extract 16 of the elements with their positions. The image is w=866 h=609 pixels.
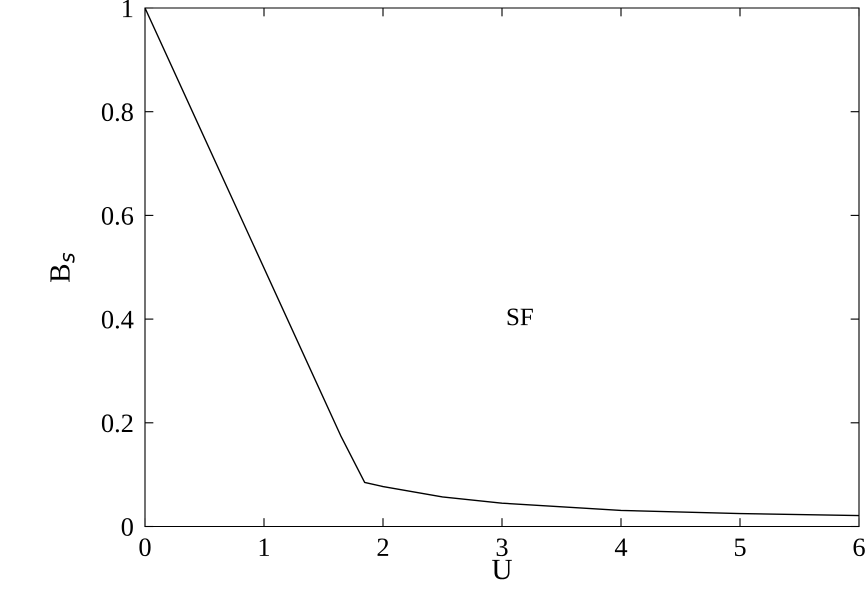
y-tick-label: 0 [122,518,133,536]
x-tick-label: 0 [139,538,151,556]
x-tick-label: 3 [496,538,508,556]
x-tick-label: 2 [378,538,388,556]
y-axis-title: B$_{s}$ [50,252,75,282]
annotation: SF [508,308,533,326]
x-tick-label: 6 [854,538,865,556]
y-tick-label: 1 [123,0,132,18]
y-tick-label: 0.6 [102,207,134,225]
x-tick-label: 4 [614,538,628,556]
x-tick-label: 1 [260,538,270,556]
y-tick-label: 0.4 [102,310,134,329]
y-tick-label: 0.2 [102,414,132,432]
y-tick-label: 0.8 [102,103,133,122]
x-tick-label: 5 [734,538,746,556]
x-axis-title: U [492,560,512,580]
